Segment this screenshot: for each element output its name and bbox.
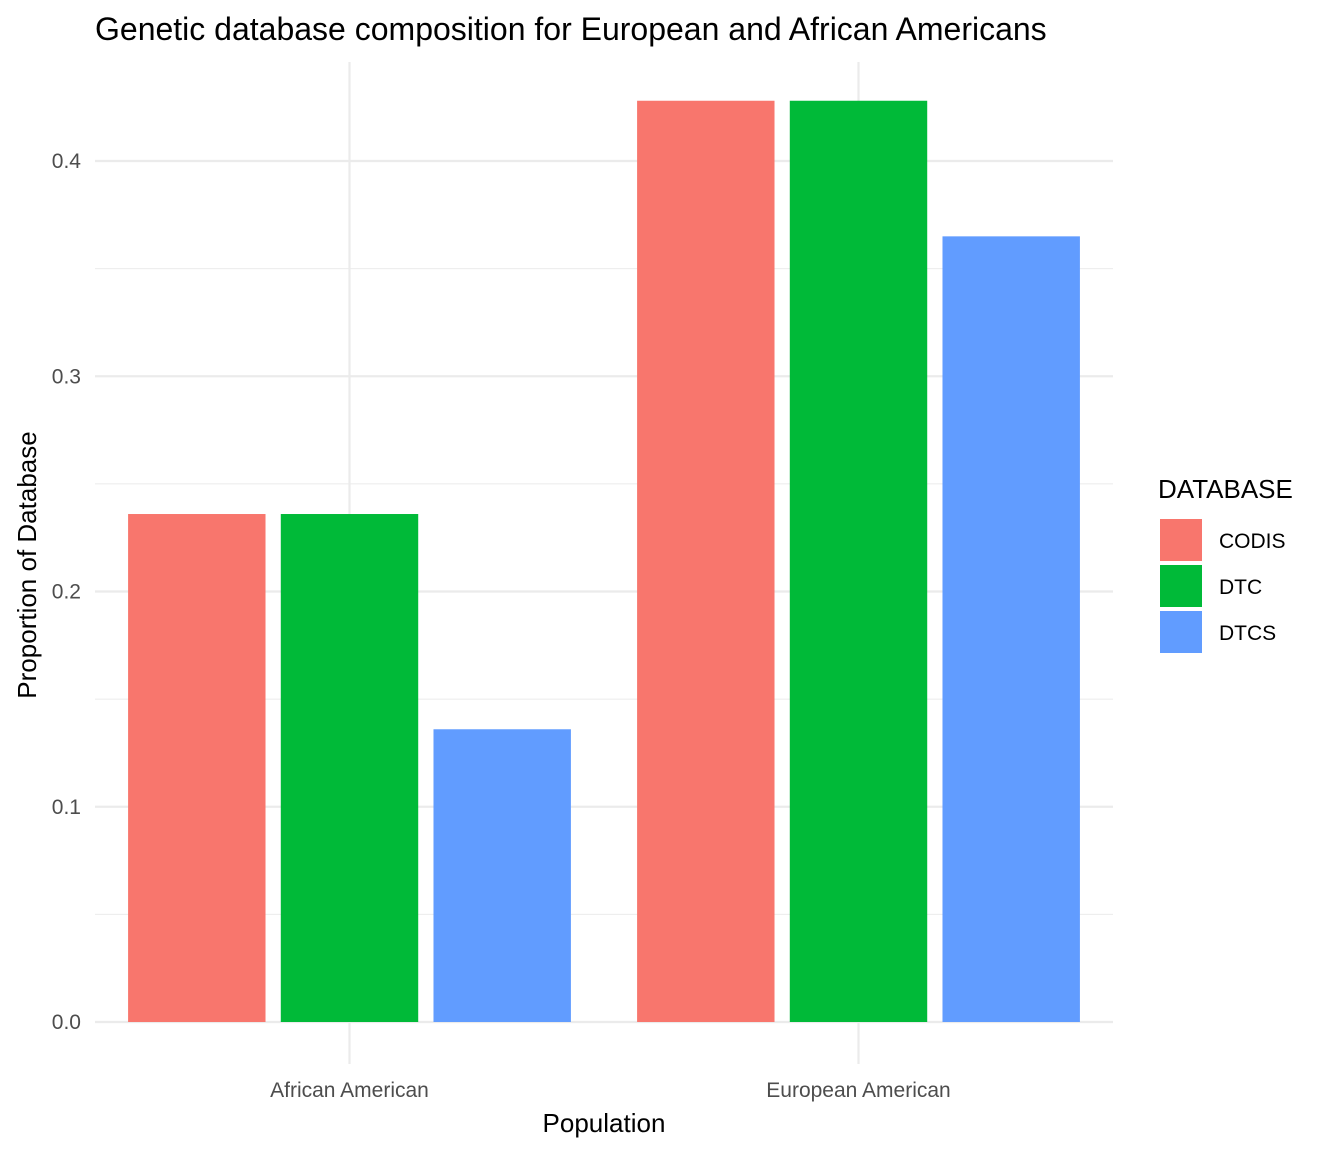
legend: DATABASE CODIS DTC DTCS [1158,474,1293,653]
legend-swatch-dtcs [1160,611,1202,653]
bars [128,100,1080,1023]
y-tick-label: 0.0 [52,1011,81,1034]
bar-dtc-african-american [280,514,419,1022]
bar-dtcs-european-american [942,236,1080,1022]
bar-dtcs-african-american [433,729,571,1022]
bar-codis-european-american [637,100,775,1023]
legend-items: CODIS DTC DTCS [1160,519,1286,653]
x-tick-label: European American [766,1079,950,1102]
y-axis-title: Proportion of Database [12,431,42,698]
y-axis-tick-labels: 0.0 0.1 0.2 0.3 0.4 [52,150,82,1034]
bar-codis-african-american [128,514,266,1022]
legend-title: DATABASE [1158,474,1293,504]
legend-swatch-dtc [1160,565,1202,607]
legend-label-codis: CODIS [1219,530,1286,553]
chart-title: Genetic database composition for Europea… [95,11,1047,47]
x-axis-title: Population [543,1108,666,1138]
y-tick-label: 0.4 [52,150,82,173]
y-tick-label: 0.3 [52,365,81,388]
legend-label-dtc: DTC [1219,576,1262,599]
x-tick-label: African American [270,1079,429,1102]
y-tick-label: 0.1 [52,796,81,819]
legend-label-dtcs: DTCS [1219,622,1276,645]
legend-swatch-codis [1160,519,1202,561]
bar-dtc-european-american [789,100,928,1023]
y-tick-label: 0.2 [52,581,81,604]
x-axis-tick-labels: African American European American [270,1079,951,1102]
